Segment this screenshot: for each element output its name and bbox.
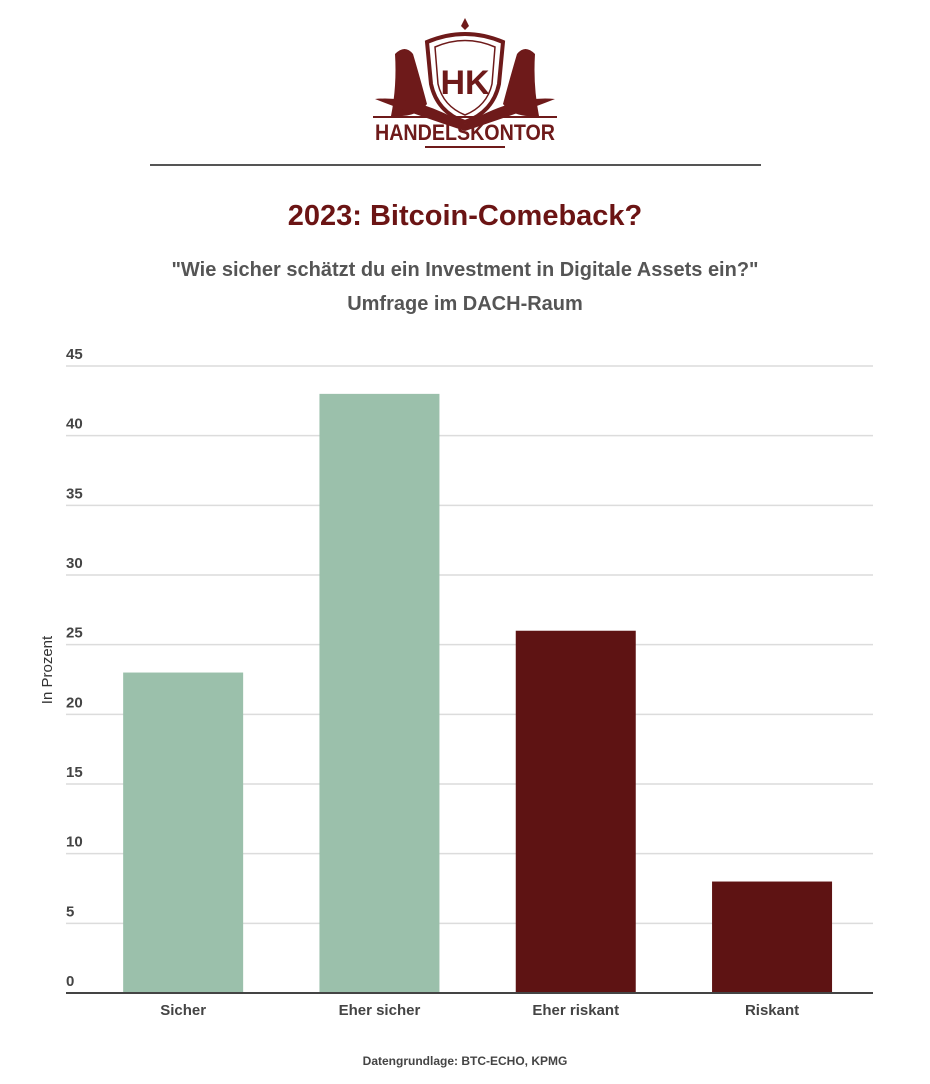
bar-eher-riskant xyxy=(515,630,636,993)
y-tick-label: 45 xyxy=(66,346,83,363)
x-tick-label: Sicher xyxy=(160,1002,206,1019)
y-tick-label: 35 xyxy=(66,485,83,502)
x-tick-label: Eher sicher xyxy=(339,1002,421,1019)
handelskontor-logo: HK HANDELSKONTOR xyxy=(373,18,557,148)
chart-subtitle-2: Umfrage im DACH-Raum xyxy=(347,293,583,315)
y-tick-label: 20 xyxy=(66,694,83,711)
divider xyxy=(150,164,761,166)
chart-title: 2023: Bitcoin-Comeback? xyxy=(287,200,643,232)
y-axis-label: In Prozent xyxy=(39,635,56,704)
source-note: Datengrundlage: BTC-ECHO, KPMG xyxy=(362,1054,568,1068)
bar-riskant xyxy=(712,881,833,993)
y-tick-label: 5 xyxy=(66,903,74,920)
y-tick-label: 15 xyxy=(66,764,83,781)
bar-sicher xyxy=(123,672,244,993)
y-tick-label: 10 xyxy=(66,834,83,851)
y-tick-label: 0 xyxy=(66,973,74,990)
y-tick-label: 40 xyxy=(66,416,83,433)
bar-eher-sicher xyxy=(319,393,440,993)
x-tick-label: Riskant xyxy=(745,1002,799,1019)
chart-subtitle: "Wie sicher schätzt du ein Investment in… xyxy=(171,259,759,281)
y-tick-label: 30 xyxy=(66,555,83,572)
logo-monogram: HK xyxy=(440,64,490,102)
x-tick-label: Eher riskant xyxy=(532,1002,619,1019)
y-tick-label: 25 xyxy=(66,625,83,642)
logo-text: HANDELSKONTOR xyxy=(375,120,555,145)
